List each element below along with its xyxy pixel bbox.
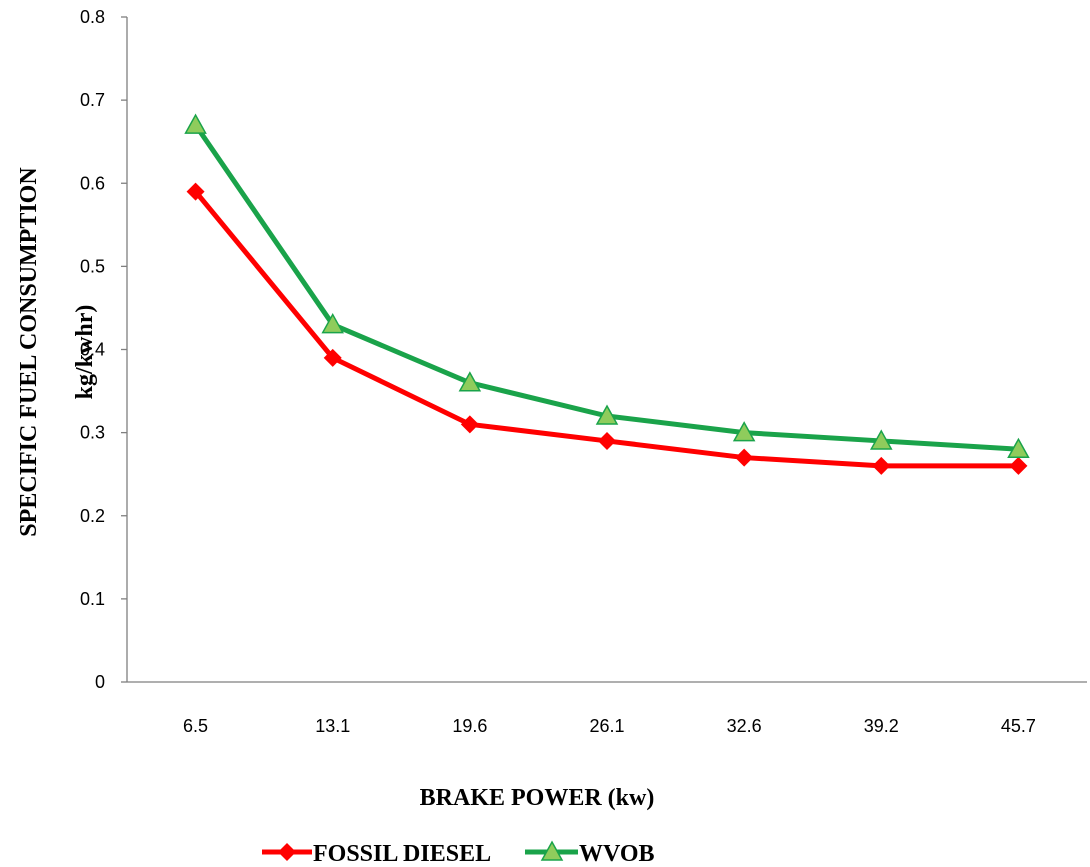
x-axis-ticks: 6.5 13.1 19.6 26.1 32.6 39.2 45.7 xyxy=(183,716,1036,736)
y-tick-label: 0.4 xyxy=(80,340,105,360)
y-axis-unit: kg/kwhr) xyxy=(72,305,98,400)
y-tick-label: 0.6 xyxy=(80,173,105,193)
data-point-diamond xyxy=(1009,456,1028,475)
x-tick-label: 32.6 xyxy=(727,716,762,736)
data-point-diamond xyxy=(598,431,616,450)
axes xyxy=(126,17,1087,683)
x-tick-label: 39.2 xyxy=(864,716,899,736)
legend-marker-triangle xyxy=(540,840,564,861)
data-point-diamond xyxy=(186,182,205,201)
series-layer xyxy=(184,113,1030,475)
legend-label-fossil-diesel: FOSSIL DIESEL xyxy=(313,841,491,867)
data-point-triangle xyxy=(184,113,207,134)
x-tick-label: 45.7 xyxy=(1001,716,1036,736)
data-point-triangle xyxy=(870,429,893,450)
y-tick-label: 0.8 xyxy=(80,7,105,27)
y-axis-ticks: 0 0.1 0.2 0.3 0.4 0.5 0.6 0.7 0.8 xyxy=(80,7,127,692)
series-wvob xyxy=(184,113,1030,458)
legend-item-fossil-diesel: FOSSIL DIESEL xyxy=(262,841,491,867)
data-point-triangle xyxy=(321,313,344,334)
series-line xyxy=(193,123,1019,452)
x-tick-label: 6.5 xyxy=(183,716,208,736)
x-axis-title: BRAKE POWER (kw) xyxy=(420,785,655,811)
x-tick-label: 13.1 xyxy=(315,716,350,736)
data-point-triangle xyxy=(595,404,619,425)
series-fossil-diesel xyxy=(186,182,1028,475)
y-axis-title: SPECIFIC FUEL CONSUMPTION xyxy=(16,167,42,537)
y-tick-label: 0.3 xyxy=(80,423,105,443)
data-point-diamond xyxy=(735,448,754,467)
legend-label-wvob: WVOB xyxy=(579,841,655,867)
legend-marker-diamond xyxy=(278,843,296,861)
data-point-diamond xyxy=(323,348,342,367)
data-point-diamond xyxy=(872,456,891,475)
y-tick-label: 0.1 xyxy=(80,589,105,609)
data-point-triangle xyxy=(1007,437,1030,458)
y-tick-label: 0 xyxy=(95,672,105,692)
x-tick-label: 19.6 xyxy=(452,716,487,736)
legend: FOSSIL DIESEL WVOB xyxy=(262,840,655,867)
y-tick-label: 0.7 xyxy=(80,90,105,110)
x-tick-label: 26.1 xyxy=(589,716,624,736)
y-tick-label: 0.2 xyxy=(80,506,105,526)
data-point-diamond xyxy=(460,415,479,434)
legend-item-wvob: WVOB xyxy=(525,840,655,867)
data-point-triangle xyxy=(458,371,482,392)
y-tick-label: 0.5 xyxy=(80,256,105,276)
data-point-triangle xyxy=(732,421,756,442)
